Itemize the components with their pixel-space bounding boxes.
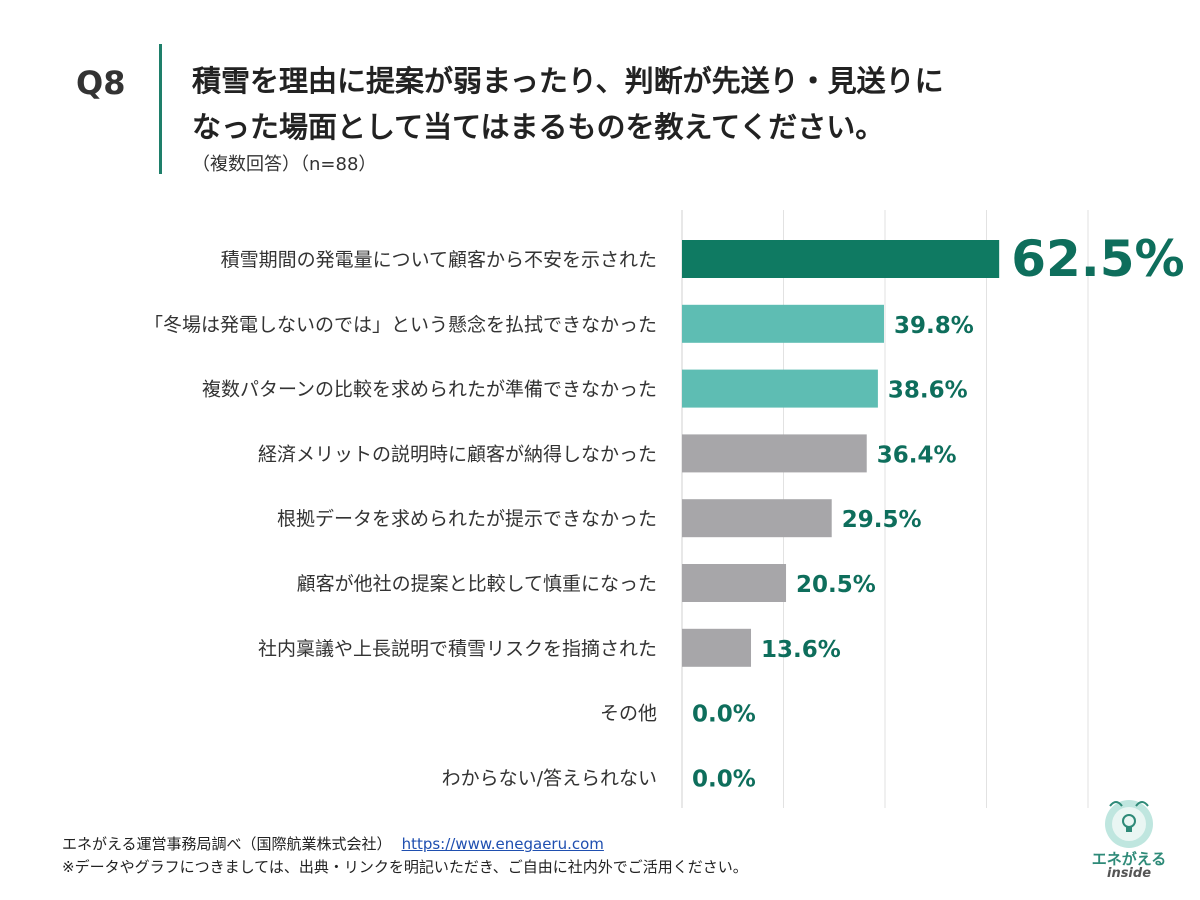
- category-label: その他: [600, 703, 657, 725]
- bar: [682, 240, 1000, 278]
- enegaeru-logo-icon: [1105, 800, 1153, 848]
- footer-source: エネがえる運営事務局調べ（国際航業株式会社） https://www.enegae…: [62, 833, 604, 854]
- question-number: Q8: [76, 64, 126, 102]
- bar: [682, 499, 832, 538]
- bar: [682, 434, 867, 473]
- value-label: 0.0%: [692, 766, 756, 792]
- value-label: 13.6%: [761, 637, 841, 663]
- value-label: 20.5%: [796, 572, 876, 598]
- bar: [682, 369, 878, 408]
- category-label: 複数パターンの比較を求められたが準備できなかった: [202, 379, 657, 401]
- question-subtitle: （複数回答）（n=88）: [192, 154, 377, 175]
- bar: [682, 564, 787, 602]
- bar: [682, 304, 884, 343]
- category-label: 経済メリットの説明時に顧客が納得しなかった: [258, 443, 657, 465]
- category-label: 「冬場は発電しないのでは」という懸念を払拭できなかった: [144, 313, 657, 336]
- question-title-line1: 積雪を理由に提案が弱まったり、判断が先送り・見送りに: [192, 64, 944, 98]
- bar: [682, 628, 752, 667]
- category-label: 根拠データを求められたが提示できなかった: [277, 508, 657, 530]
- logo-text: エネがえる: [1091, 850, 1167, 868]
- value-label: 39.8%: [894, 313, 974, 339]
- value-label: 38.6%: [888, 378, 968, 404]
- question-title: 積雪を理由に提案が弱まったり、判断が先送り・見送りに なった場面として当てはまる…: [192, 58, 944, 150]
- category-label: 積雪期間の発電量について顧客から不安を示された: [221, 249, 657, 271]
- title-divider: [159, 44, 162, 174]
- footer-link[interactable]: https://www.enegaeru.com: [401, 835, 604, 853]
- bar-chart: 積雪期間の発電量について顧客から不安を示された 62.5% 「冬場は発電しないのでは…: [144, 210, 1185, 808]
- category-label: 顧客が他社の提案と比較して慎重になった: [297, 573, 657, 595]
- value-label: 0.0%: [692, 702, 756, 728]
- category-label: 社内稟議や上長説明で積雪リスクを指摘された: [258, 638, 657, 660]
- value-label: 62.5%: [1011, 230, 1184, 288]
- footer-note: ※データやグラフにつきましては、出典・リンクを明記いただき、ご自由に社内外でご活…: [62, 858, 748, 876]
- value-label: 29.5%: [842, 507, 922, 533]
- question-title-line2: なった場面として当てはまるものを教えてください。: [192, 110, 885, 144]
- logo-subtext: inside: [1106, 866, 1152, 881]
- value-label: 36.4%: [877, 442, 957, 468]
- footer-source-text: エネがえる運営事務局調べ（国際航業株式会社）: [62, 835, 392, 853]
- category-label: わからない/答えられない: [442, 767, 657, 789]
